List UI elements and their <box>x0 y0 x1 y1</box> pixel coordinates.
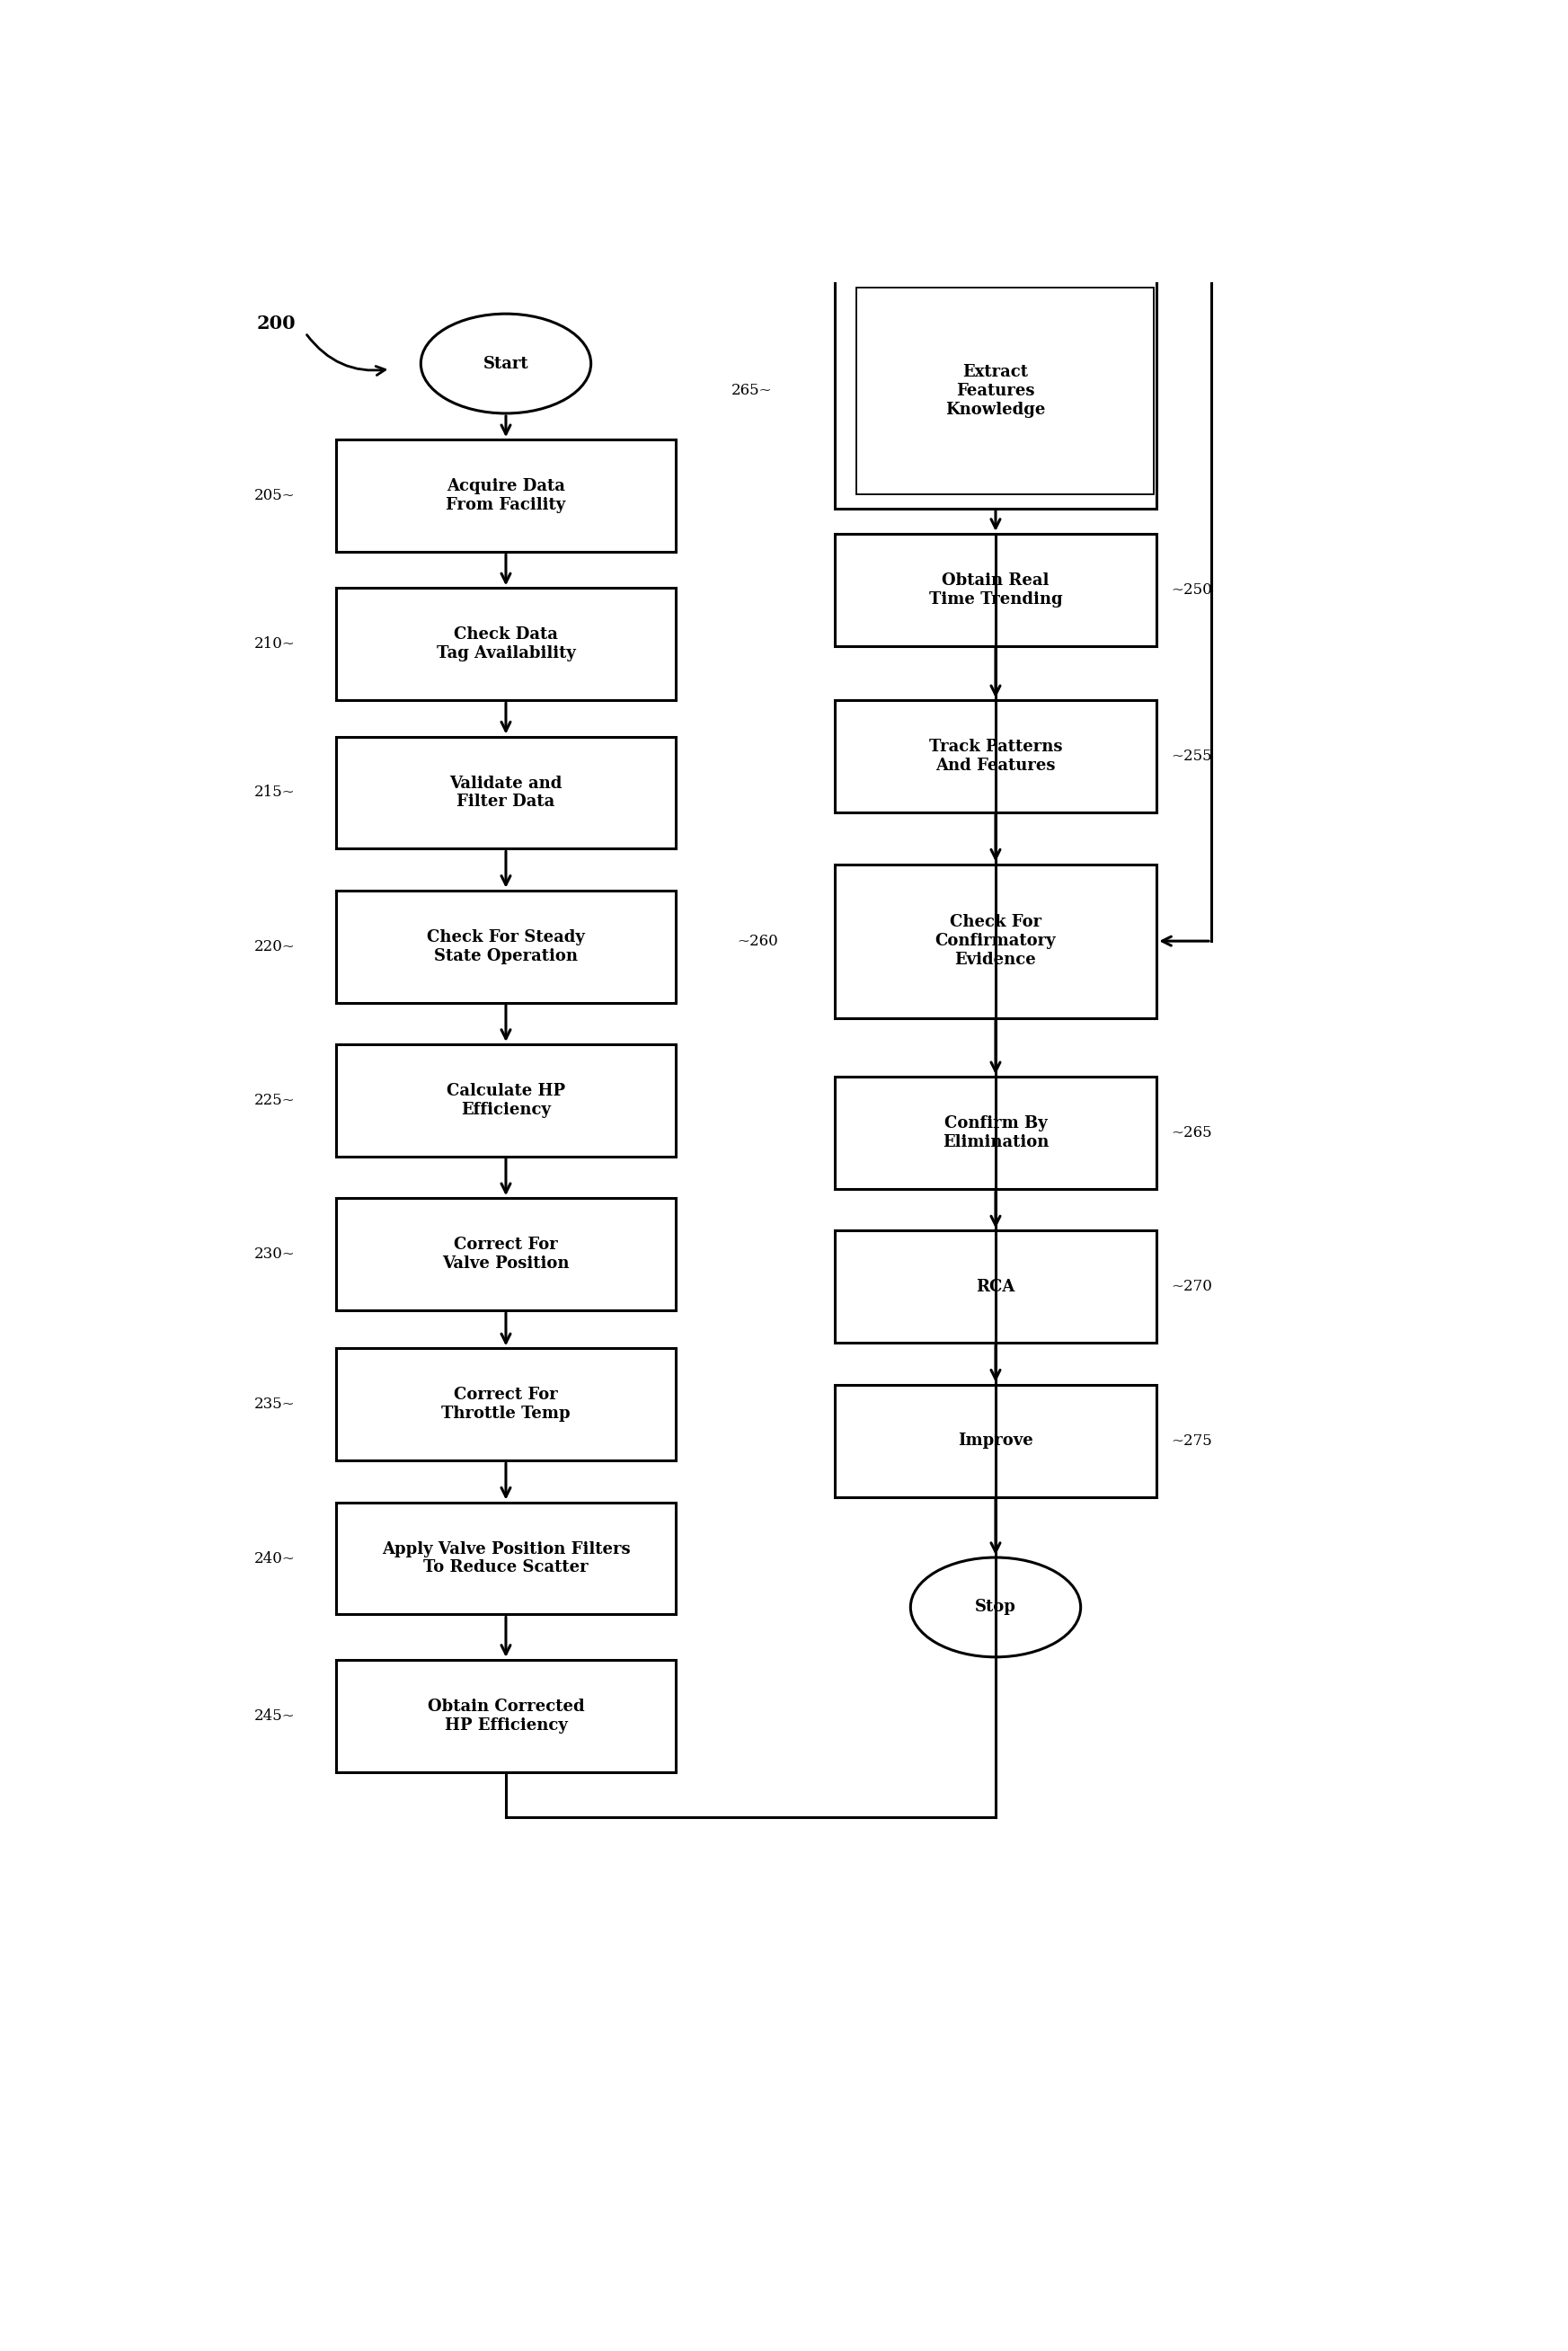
Ellipse shape <box>420 313 591 414</box>
Bar <box>336 588 676 701</box>
Text: Correct For
Throttle Temp: Correct For Throttle Temp <box>441 1387 571 1422</box>
Text: ~255: ~255 <box>1171 748 1212 764</box>
Bar <box>834 865 1157 1018</box>
Text: Start: Start <box>483 355 528 371</box>
Text: 245~: 245~ <box>254 1709 295 1723</box>
Bar <box>336 1349 676 1460</box>
Bar <box>834 273 1157 508</box>
Bar <box>834 1385 1157 1498</box>
Text: Validate and
Filter Data: Validate and Filter Data <box>450 776 563 811</box>
Bar <box>856 287 1154 494</box>
Text: Stop: Stop <box>975 1599 1016 1615</box>
Text: ~250: ~250 <box>1171 583 1212 597</box>
Text: Improve: Improve <box>958 1432 1033 1448</box>
Bar <box>336 1199 676 1310</box>
Text: ~270: ~270 <box>1171 1279 1212 1295</box>
Text: ~265: ~265 <box>1171 1126 1212 1140</box>
Text: 230~: 230~ <box>254 1246 295 1262</box>
Bar <box>834 701 1157 813</box>
Bar <box>336 1660 676 1773</box>
Bar <box>336 440 676 552</box>
Text: Check For Steady
State Operation: Check For Steady State Operation <box>426 929 585 964</box>
Text: 240~: 240~ <box>254 1552 295 1566</box>
Text: Acquire Data
From Facility: Acquire Data From Facility <box>445 477 566 513</box>
Text: Confirm By
Elimination: Confirm By Elimination <box>942 1114 1049 1150</box>
Bar <box>834 534 1157 647</box>
Text: Track Patterns
And Features: Track Patterns And Features <box>928 738 1063 773</box>
Text: Apply Valve Position Filters
To Reduce Scatter: Apply Valve Position Filters To Reduce S… <box>381 1540 630 1575</box>
Text: 200: 200 <box>257 315 296 334</box>
Bar <box>336 1502 676 1615</box>
Text: 235~: 235~ <box>254 1396 295 1413</box>
Text: Obtain Real
Time Trending: Obtain Real Time Trending <box>928 571 1063 607</box>
Bar <box>834 1077 1157 1190</box>
Text: 265~: 265~ <box>731 383 773 397</box>
Text: Extract
Features
Knowledge: Extract Features Knowledge <box>946 364 1046 418</box>
Text: 225~: 225~ <box>254 1093 295 1107</box>
Text: 210~: 210~ <box>254 637 295 651</box>
Ellipse shape <box>911 1556 1080 1657</box>
Text: 205~: 205~ <box>254 489 295 503</box>
Text: 215~: 215~ <box>254 785 295 799</box>
Bar <box>336 736 676 849</box>
Text: 220~: 220~ <box>254 938 295 955</box>
Bar <box>834 1230 1157 1342</box>
Text: Calculate HP
Efficiency: Calculate HP Efficiency <box>447 1084 564 1117</box>
Text: Obtain Corrected
HP Efficiency: Obtain Corrected HP Efficiency <box>428 1697 585 1733</box>
Text: Check For
Confirmatory
Evidence: Check For Confirmatory Evidence <box>935 915 1057 969</box>
Bar <box>336 891 676 1002</box>
Text: Check Data
Tag Availability: Check Data Tag Availability <box>436 628 575 661</box>
Text: RCA: RCA <box>977 1279 1014 1295</box>
Text: ~275: ~275 <box>1171 1434 1212 1448</box>
Bar <box>336 1044 676 1157</box>
Text: Correct For
Valve Position: Correct For Valve Position <box>442 1237 569 1272</box>
Text: ~260: ~260 <box>737 933 778 950</box>
